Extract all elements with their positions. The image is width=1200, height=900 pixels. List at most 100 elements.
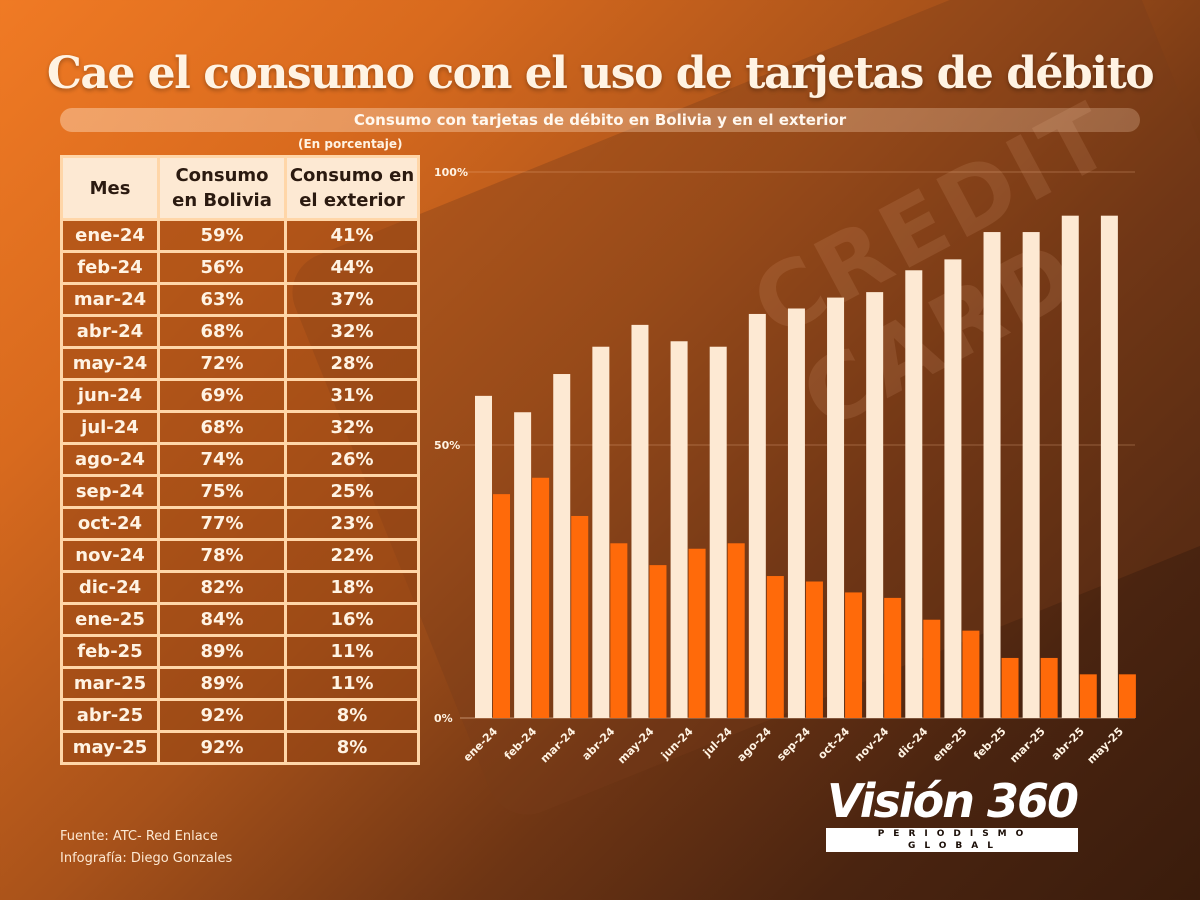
bar-exterior <box>532 477 550 718</box>
bar-bolivia <box>475 395 492 718</box>
cell-exterior: 25% <box>284 474 420 509</box>
cell-month: may-25 <box>60 730 160 765</box>
table-row: mar-25 89% 11% <box>60 666 420 701</box>
table-row: jul-24 68% 32% <box>60 410 420 445</box>
cell-bolivia: 89% <box>157 666 287 701</box>
x-tick-label: oct-24 <box>815 725 852 762</box>
table-row: ene-25 84% 16% <box>60 602 420 637</box>
bar-bolivia <box>631 324 649 718</box>
bar-bolivia <box>748 313 766 718</box>
cell-month: jun-24 <box>60 378 160 413</box>
cell-bolivia: 59% <box>157 218 287 253</box>
cell-exterior: 37% <box>284 282 420 317</box>
x-tick-label: ene-24 <box>461 725 501 765</box>
bar-exterior <box>1040 657 1058 718</box>
bar-bolivia <box>1022 232 1040 718</box>
x-tick-label: abr-24 <box>580 725 618 763</box>
cell-bolivia: 75% <box>157 474 287 509</box>
x-tick-label: sep-24 <box>774 725 813 764</box>
cell-exterior: 22% <box>284 538 420 573</box>
cell-month: feb-25 <box>60 634 160 669</box>
bar-exterior <box>805 581 823 718</box>
y-tick-label: 100% <box>434 166 468 179</box>
table-row: mar-24 63% 37% <box>60 282 420 317</box>
bar-exterior <box>688 548 706 718</box>
bar-bolivia <box>1061 215 1079 718</box>
table-row: feb-25 89% 11% <box>60 634 420 669</box>
cell-bolivia: 92% <box>157 698 287 733</box>
bar-bolivia <box>553 374 571 718</box>
logo: Visión 360 PERIODISMO GLOBAL <box>822 776 1082 852</box>
cell-month: mar-25 <box>60 666 160 701</box>
table-row: jun-24 69% 31% <box>60 378 420 413</box>
cell-bolivia: 68% <box>157 314 287 349</box>
cell-month: abr-24 <box>60 314 160 349</box>
bar-bolivia <box>1100 215 1118 718</box>
table-row: oct-24 77% 23% <box>60 506 420 541</box>
cell-exterior: 28% <box>284 346 420 381</box>
cell-exterior: 41% <box>284 218 420 253</box>
logo-name: Visión 360 <box>826 774 1079 828</box>
cell-month: ene-25 <box>60 602 160 637</box>
cell-exterior: 8% <box>284 698 420 733</box>
cell-bolivia: 74% <box>157 442 287 477</box>
cell-month: oct-24 <box>60 506 160 541</box>
x-tick-label: may-25 <box>1085 725 1126 766</box>
table-row: abr-25 92% 8% <box>60 698 420 733</box>
bar-exterior <box>493 494 510 718</box>
table-row: sep-24 75% 25% <box>60 474 420 509</box>
cell-month: jul-24 <box>60 410 160 445</box>
cell-exterior: 16% <box>284 602 420 637</box>
cell-bolivia: 69% <box>157 378 287 413</box>
cell-month: ago-24 <box>60 442 160 477</box>
table-row: may-25 92% 8% <box>60 730 420 765</box>
cell-month: sep-24 <box>60 474 160 509</box>
cell-bolivia: 92% <box>157 730 287 765</box>
x-tick-label: feb-25 <box>971 725 1008 762</box>
x-tick-label: may-24 <box>615 725 657 767</box>
source-text: Fuente: ATC- Red Enlace <box>60 829 218 844</box>
cell-bolivia: 78% <box>157 538 287 573</box>
cell-exterior: 32% <box>284 410 420 445</box>
cell-month: feb-24 <box>60 250 160 285</box>
x-tick-label: abr-25 <box>1049 725 1087 763</box>
bar-exterior <box>962 630 980 718</box>
x-tick-label: ene-25 <box>930 725 969 764</box>
cell-bolivia: 56% <box>157 250 287 285</box>
bar-exterior <box>884 597 902 718</box>
bar-bolivia <box>787 308 805 718</box>
bar-bolivia <box>944 259 962 718</box>
header-mes: Mes <box>60 155 160 221</box>
bar-bolivia <box>905 270 923 718</box>
table-header-row: Mes Consumo en Bolivia Consumo en el ext… <box>60 155 420 221</box>
chart-subtitle: Consumo con tarjetas de débito en Bolivi… <box>60 108 1140 132</box>
cell-exterior: 11% <box>284 666 420 701</box>
cell-bolivia: 89% <box>157 634 287 669</box>
cell-exterior: 26% <box>284 442 420 477</box>
x-tick-label: ago-24 <box>735 725 775 765</box>
bar-bolivia <box>670 341 688 718</box>
x-tick-label: nov-24 <box>852 725 891 764</box>
author-text: Infografía: Diego Gonzales <box>60 851 233 866</box>
credits: Fuente: ATC- Red Enlace Infografía: Dieg… <box>60 826 232 870</box>
bar-bolivia <box>514 412 532 718</box>
bar-exterior <box>649 565 667 718</box>
cell-month: ene-24 <box>60 218 160 253</box>
bar-exterior <box>845 592 863 718</box>
page-title: Cae el consumo con el uso de tarjetas de… <box>46 48 1155 99</box>
bar-exterior <box>923 619 941 718</box>
bar-exterior <box>1079 674 1097 718</box>
table-body: ene-24 59% 41% feb-24 56% 44% mar-24 63% 37% abr-… <box>60 218 420 765</box>
cell-bolivia: 77% <box>157 506 287 541</box>
bar-bolivia <box>983 232 1001 718</box>
header-exterior: Consumo en el exterior <box>284 155 420 221</box>
bar-exterior <box>571 515 589 718</box>
x-tick-label: mar-24 <box>538 725 579 766</box>
cell-month: may-24 <box>60 346 160 381</box>
x-tick-label: feb-24 <box>502 725 540 763</box>
unit-note: (En porcentaje) <box>298 137 403 151</box>
cell-exterior: 23% <box>284 506 420 541</box>
bar-exterior <box>1118 674 1136 718</box>
x-tick-label: dic-24 <box>894 725 930 761</box>
